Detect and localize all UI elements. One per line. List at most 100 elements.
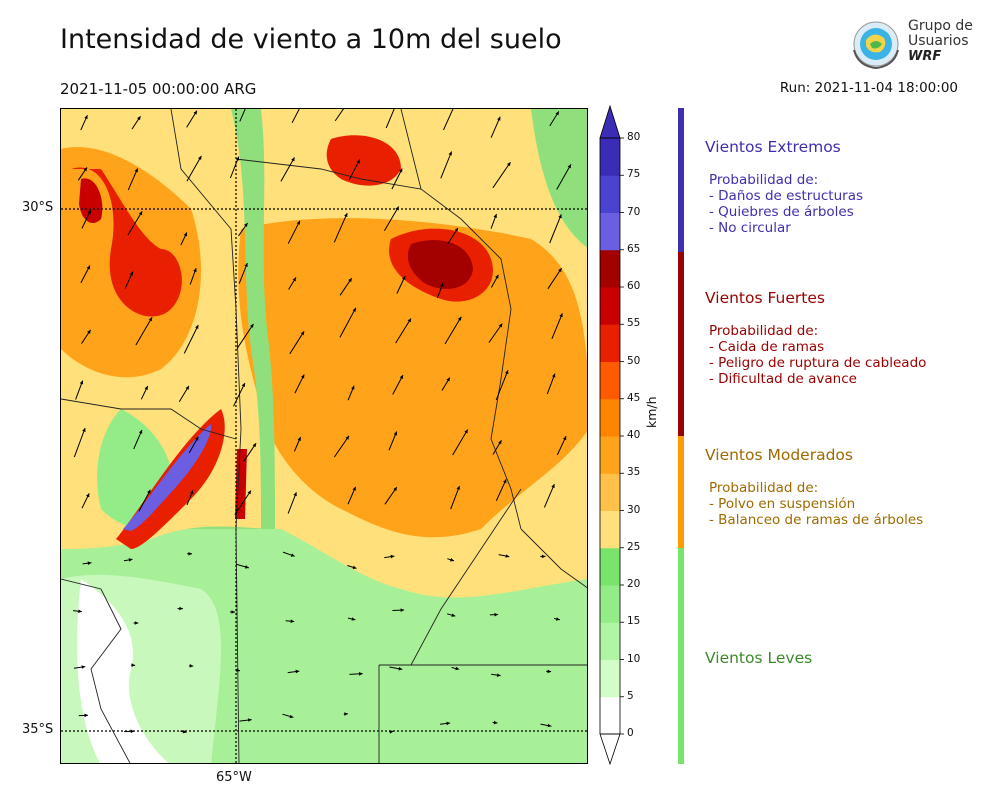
wind-arrow-head [457,316,462,321]
zone-darkred-core-1 [407,240,473,289]
desc-line: Probabilidad de: [709,172,819,188]
wind-arrow [551,313,563,339]
wind-arrow-head [290,553,295,557]
desc-line: Probabilidad de: [709,480,819,496]
colorbar-tick-label: 80 [627,131,641,143]
wind-arrow-head [198,155,202,160]
colorbar-segment [600,175,620,213]
wind-arrow-head [552,373,556,378]
wind-arrow-head [352,486,356,491]
province-border [235,158,522,530]
category-title: Vientos Leves [705,649,813,667]
wind-arrow-head [131,663,136,667]
colorbar-tick-label: 25 [627,540,641,553]
wind-arrow [546,373,556,395]
wind-arrow-head [195,325,199,329]
category-desc: Probabilidad de: - Polvo en suspensión -… [705,480,923,528]
wind-arrow [234,490,252,515]
colorbar-tick-label: 30 [627,503,641,516]
category-title: Vientos Fuertes [705,289,825,307]
wind-arrow-head [137,116,141,121]
wind-arrow-head [244,565,249,569]
wind-arrow-head [547,723,552,728]
wind-arrow-head [393,487,397,492]
wind-arrow [333,212,348,243]
wind-arrow [385,109,395,129]
wind-arrow-head [296,220,300,225]
colorbar-segment [600,398,620,437]
lat-label-30s: 30°S [22,200,54,215]
wind-arrow [280,157,295,182]
wind-arrow-head [84,713,88,718]
band-extremos [678,108,684,252]
wind-arrow [289,331,305,355]
wind-arrow [444,316,462,345]
wind-arrow-head [498,323,503,328]
colorbar-segment [600,510,620,549]
wind-arrow [549,214,562,244]
wind-arrow-head [83,167,87,172]
category-desc: Probabilidad de: - Caida de ramas - Peli… [705,323,926,387]
wind-arrow-head [130,729,135,734]
wind-arrow-head [291,157,295,162]
page-title: Intensidad de viento a 10m del suelo [60,24,562,55]
colorbar-segment [600,361,620,400]
wind-arrow-head [399,168,403,173]
wind-arrow-head [446,721,451,726]
province-border [170,109,242,763]
wind-arrow [492,161,511,189]
wind-arrow-head [235,156,240,161]
colorbar-unit: km/h [644,396,659,428]
category-moderados: Vientos Moderados Probabilidad de: - Pol… [705,446,923,528]
wind-arrow-head [183,232,187,237]
desc-line: - Polvo en suspensión [709,496,856,512]
zone-red-core-3 [71,167,182,317]
wind-arrow [287,492,297,514]
wind-arrow [339,307,357,338]
wind-arrow [383,206,400,232]
wind-arrow-head [86,493,90,498]
desc-line: - Quiebres de árboles [709,204,854,220]
wind-arrow-head [567,164,571,169]
wind-arrow-head [244,263,248,267]
wind-arrow-head [344,712,348,716]
wind-arrow-head [193,268,197,273]
wind-arrow-head [493,214,497,218]
desc-line: - Balanceo de ramas de árboles [709,512,924,528]
colorbar-extend-max [599,104,621,139]
wind-arrow-head [300,331,305,336]
wind-arrow [392,374,404,395]
wind-arrow-head [494,612,499,617]
wind-arrow-head [359,672,363,676]
wind-arrow-head [559,313,563,318]
wind-arrow-head [87,209,91,214]
zone-green-ne [531,109,587,248]
colorbar-tick-label: 55 [627,317,641,330]
wind-arrow-head [402,276,406,280]
wind-arrow-head [87,329,91,334]
wind-arrow-head [562,436,567,441]
wind-arrows [72,109,572,734]
colorbar-tick-label: 70 [627,205,641,218]
wind-arrow [488,323,503,343]
wind-arrow [127,168,139,191]
wind-arrow-head [389,730,394,734]
wind-arrow [239,109,246,122]
wind-arrow-head [556,617,560,621]
desc-line: - Daños de estructuras [709,188,864,204]
wind-arrow-head [450,558,454,562]
wind-arrow-head [352,565,357,570]
wind-arrow [73,427,86,458]
wind-arrow-head [78,609,82,613]
band-fuertes [678,252,684,436]
wind-arrow [229,156,240,179]
wind-arrow-head [551,484,555,489]
valid-time: 2021-11-05 00:00:00 ARG [60,80,257,98]
desc-line: - Caida de ramas [709,339,825,355]
wind-arrow-head [289,714,294,719]
colorbar-segment [600,473,620,511]
province-border [520,528,587,589]
province-border [61,398,237,440]
country-border [61,578,131,763]
wind-arrow [440,151,453,179]
